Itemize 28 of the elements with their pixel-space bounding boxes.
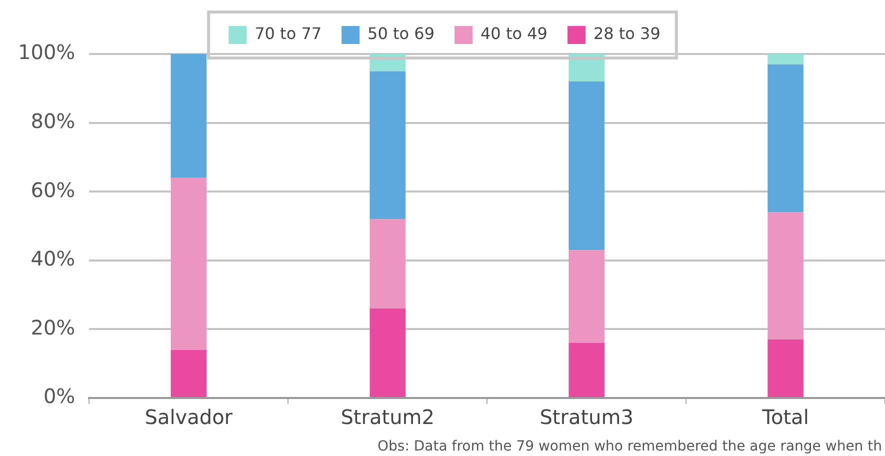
bar (370, 71, 406, 220)
text: Obs: Data from the 79 women who remembered the age range when th (378, 438, 882, 455)
y-tick-label: 100% (18, 40, 76, 64)
y-tick-label: 0% (43, 384, 76, 408)
y-tick-label: 20% (30, 315, 76, 340)
legend-label: 28 to 39 (593, 24, 660, 44)
legend-label: 50 to 69 (368, 24, 434, 44)
bar (768, 212, 804, 340)
x-tick-label: Stratum2 (340, 405, 434, 430)
bar (768, 64, 804, 212)
bar (370, 219, 406, 309)
bar (768, 54, 804, 64)
bar (170, 178, 207, 350)
legend-label: 40 to 49 (480, 24, 548, 44)
x-tick-label: Salvador (144, 405, 234, 430)
legend-label: 70 to 77 (254, 24, 322, 44)
bar (568, 82, 604, 250)
y-tick-label: 40% (30, 246, 76, 271)
y-tick-label: 60% (30, 178, 76, 202)
bar (568, 250, 604, 343)
bar (370, 308, 406, 397)
y-tick-label: 80% (30, 109, 76, 134)
x-tick-label: Stratum3 (540, 405, 634, 430)
bar (568, 342, 604, 397)
bar (768, 340, 804, 397)
x-tick-label: Total (761, 405, 809, 430)
bar (170, 350, 207, 397)
bar (170, 54, 207, 178)
